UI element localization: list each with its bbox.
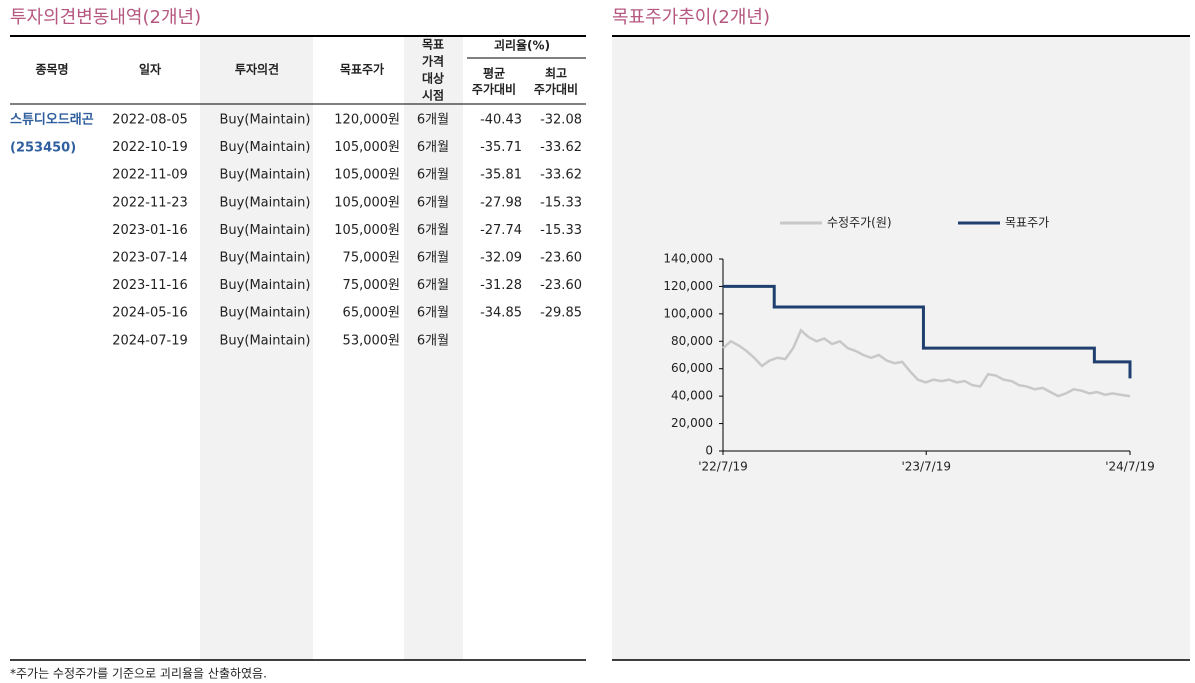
cell: Buy(Maintain) [220, 278, 311, 293]
y-tick-label: 120,000 [663, 279, 713, 293]
cell: 6개월 [417, 223, 449, 238]
cell: 2023-01-16 [112, 223, 188, 238]
cell: 6개월 [417, 306, 449, 321]
company-name: 스튜디오드래곤 [10, 112, 94, 128]
cell: -35.71 [480, 140, 522, 155]
cell: 105,000원 [334, 140, 400, 155]
cell: -23.60 [540, 278, 582, 293]
cell: -33.62 [540, 168, 582, 183]
cell: 6개월 [417, 168, 449, 183]
cell: -35.81 [480, 168, 522, 183]
cell: 6개월 [417, 140, 449, 155]
cell: 53,000원 [343, 333, 400, 348]
legend-label: 목표주가 [1005, 216, 1049, 230]
cell: -15.33 [540, 223, 582, 238]
header: 괴리율(%) [494, 38, 550, 53]
cell: 6개월 [417, 333, 449, 348]
cell: 2023-07-14 [112, 251, 188, 266]
cell: Buy(Maintain) [220, 306, 311, 321]
header: 대상 [422, 71, 444, 86]
cell: 6개월 [417, 251, 449, 266]
y-tick-label: 0 [705, 444, 713, 458]
cell: 105,000원 [334, 195, 400, 210]
cell: -27.98 [480, 195, 522, 210]
right-title: 목표주가추이(2개년) [612, 7, 770, 28]
y-tick-label: 20,000 [671, 416, 713, 430]
cell: 75,000원 [343, 251, 400, 266]
header: 평균 [483, 67, 505, 81]
header: 종목명 [35, 63, 68, 77]
cell: 6개월 [417, 113, 449, 128]
cell: Buy(Maintain) [220, 195, 311, 210]
cell: 120,000원 [334, 113, 400, 128]
y-tick-label: 100,000 [663, 306, 713, 320]
header: 주가대비 [472, 82, 516, 97]
cell: 2024-07-19 [112, 333, 188, 348]
header: 일자 [139, 62, 161, 77]
cell: -27.74 [480, 223, 522, 238]
cell: -23.60 [540, 251, 582, 266]
footnote: *주가는 수정주가를 기준으로 괴리율을 산출하였음. [10, 667, 267, 681]
cell: 65,000원 [343, 306, 400, 321]
cell: 2022-10-19 [112, 140, 188, 155]
shade-column [404, 37, 463, 660]
cell: 105,000원 [334, 168, 400, 183]
cell: 2022-08-05 [112, 113, 188, 128]
cell: 6개월 [417, 195, 449, 210]
shade-column [200, 37, 313, 660]
cell: -32.08 [540, 113, 582, 128]
header: 최고 [545, 66, 567, 81]
cell: Buy(Maintain) [220, 251, 311, 266]
x-tick-label: '24/7/19 [1105, 460, 1155, 474]
header: 목표주가 [340, 62, 384, 77]
cell: -31.28 [480, 278, 522, 293]
left-title: 투자의견변동내역(2개년) [10, 7, 201, 28]
series-line [723, 284, 1132, 379]
cell: -33.62 [540, 140, 582, 155]
cell: Buy(Maintain) [220, 223, 311, 238]
cell: 75,000원 [343, 278, 400, 293]
cell: Buy(Maintain) [220, 333, 311, 348]
company-code: (253450) [10, 141, 76, 156]
cell: 2024-05-16 [112, 306, 188, 321]
cell: 6개월 [417, 278, 449, 293]
cell: 2022-11-09 [112, 168, 188, 183]
x-tick-label: '22/7/19 [698, 460, 748, 474]
y-tick-label: 40,000 [671, 389, 713, 403]
chart-bg [612, 37, 1190, 660]
y-tick-label: 60,000 [671, 361, 713, 375]
cell: -15.33 [540, 195, 582, 210]
y-tick-label: 80,000 [671, 334, 713, 348]
x-tick-label: '23/7/19 [901, 460, 951, 474]
header: 주가대비 [534, 82, 578, 97]
cell: Buy(Maintain) [220, 113, 311, 128]
header: 시점 [422, 88, 444, 103]
y-tick-label: 140,000 [663, 252, 713, 266]
cell: -40.43 [480, 113, 522, 128]
cell: -29.85 [540, 306, 582, 321]
cell: -32.09 [480, 251, 522, 266]
header: 투자의견 [235, 62, 279, 77]
header: 목표 [422, 38, 444, 52]
cell: 105,000원 [334, 223, 400, 238]
series-line [722, 328, 1131, 398]
legend-label: 수정주가(원) [827, 216, 892, 230]
cell: Buy(Maintain) [220, 168, 311, 183]
cell: -34.85 [480, 306, 522, 321]
cell: Buy(Maintain) [220, 140, 311, 155]
cell: 2022-11-23 [112, 195, 188, 210]
cell: 2023-11-16 [112, 278, 188, 293]
header: 가격 [422, 54, 444, 69]
